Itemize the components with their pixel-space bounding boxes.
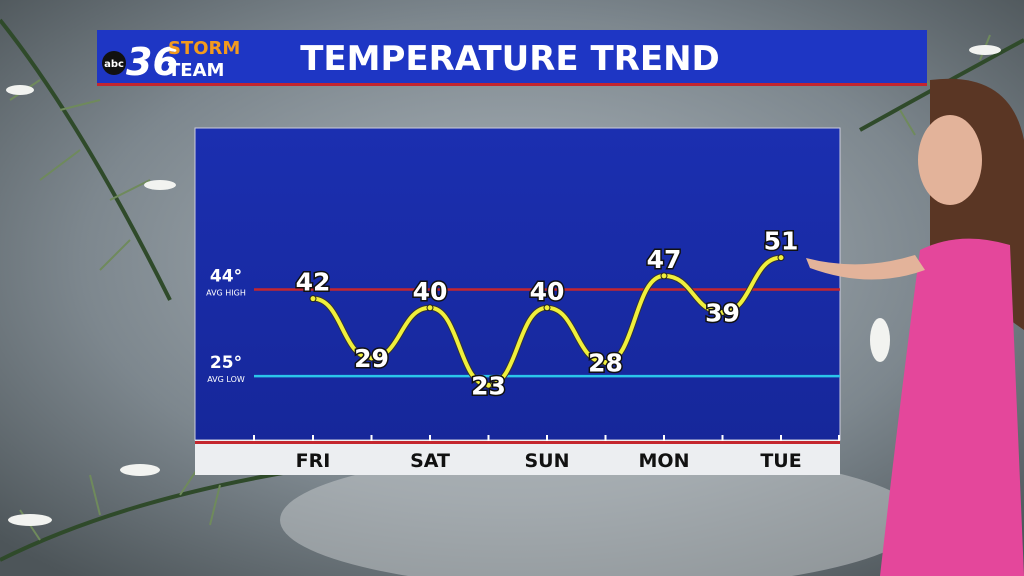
- network-logo: [102, 51, 126, 75]
- value-label: 29: [354, 344, 389, 373]
- value-label: 28: [588, 349, 623, 378]
- value-label: 40: [413, 277, 448, 306]
- point: [368, 354, 375, 362]
- brand-line-2: TEAM: [168, 60, 224, 81]
- background-blur: [280, 450, 920, 576]
- point: [777, 254, 785, 262]
- x-tick-label: FRI: [296, 450, 331, 472]
- value-label: 51: [764, 227, 799, 256]
- point: [485, 381, 492, 389]
- reference-note: AVG HIGH: [206, 289, 246, 298]
- network-name: abc: [104, 59, 124, 70]
- reference-note: AVG LOW: [207, 375, 245, 384]
- value-label: 39: [705, 298, 740, 327]
- value-label: 42: [296, 268, 331, 297]
- title-rule: [97, 83, 927, 86]
- x-axis-rule: [195, 441, 840, 444]
- channel-number: 36: [126, 40, 179, 84]
- value-label: 47: [647, 245, 682, 274]
- x-tick-label: TUE: [760, 450, 801, 472]
- x-tick-label: MON: [639, 450, 690, 472]
- snow: [6, 45, 1001, 526]
- value-label: 40: [530, 277, 565, 306]
- presenter: [806, 78, 1024, 576]
- point: [309, 295, 317, 303]
- chart-title: TEMPERATURE TREND: [300, 39, 720, 79]
- x-tick-label: SUN: [524, 450, 569, 472]
- point: [660, 272, 668, 280]
- brand-line-1: STORM: [168, 38, 240, 59]
- point: [719, 308, 726, 316]
- reference-label: 25°: [210, 353, 242, 373]
- x-axis-strip: [195, 440, 840, 475]
- point: [543, 304, 551, 312]
- value-label: 23: [471, 371, 506, 400]
- point: [426, 304, 434, 312]
- title-banner: [97, 30, 927, 85]
- x-tick-label: SAT: [410, 450, 450, 472]
- point: [602, 359, 609, 366]
- reference-label: 44°: [210, 267, 242, 287]
- plot-panel: [194, 127, 841, 441]
